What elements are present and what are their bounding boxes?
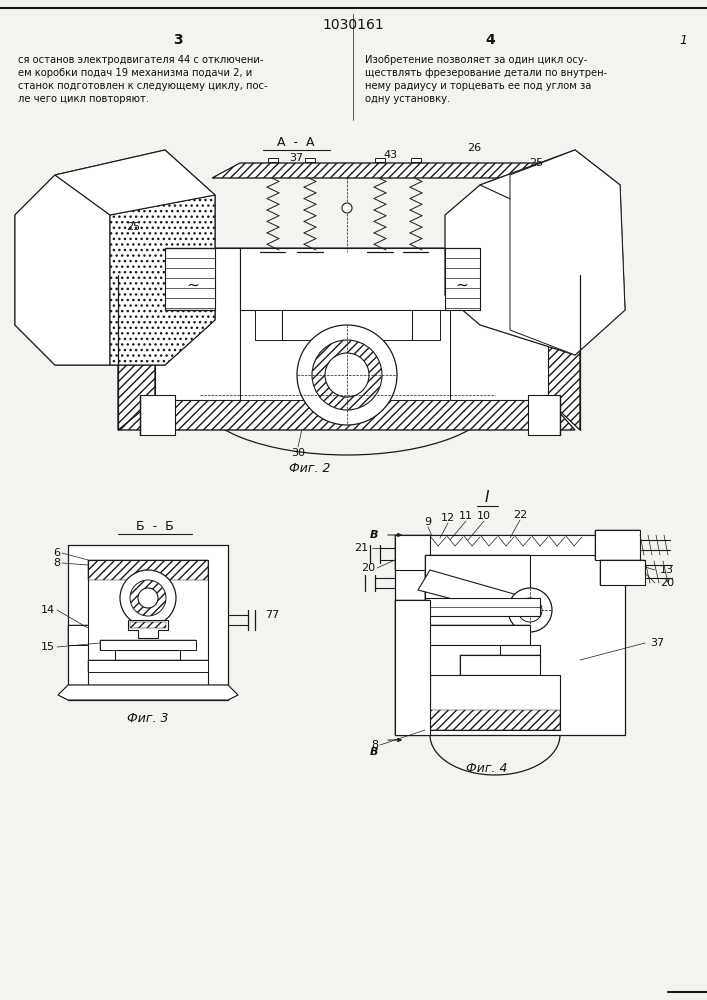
- Text: 37: 37: [650, 638, 664, 648]
- Polygon shape: [240, 248, 450, 400]
- Text: ~: ~: [187, 277, 199, 292]
- Polygon shape: [425, 598, 540, 616]
- Text: 15: 15: [41, 642, 55, 652]
- Text: ле чего цикл повторяют.: ле чего цикл повторяют.: [18, 94, 149, 104]
- Polygon shape: [445, 150, 625, 355]
- Polygon shape: [395, 600, 430, 735]
- Polygon shape: [115, 650, 180, 660]
- Polygon shape: [212, 163, 575, 178]
- Polygon shape: [165, 248, 215, 310]
- Polygon shape: [118, 248, 580, 275]
- Text: 10: 10: [477, 511, 491, 521]
- Text: 1: 1: [679, 33, 687, 46]
- Polygon shape: [268, 158, 278, 162]
- Polygon shape: [68, 625, 88, 645]
- Polygon shape: [255, 310, 440, 340]
- Polygon shape: [395, 535, 425, 735]
- Polygon shape: [425, 625, 530, 645]
- Text: 21: 21: [354, 543, 368, 553]
- Polygon shape: [418, 570, 535, 618]
- Polygon shape: [88, 660, 208, 672]
- Text: Фиг. 2: Фиг. 2: [289, 462, 331, 475]
- Text: ~: ~: [455, 277, 468, 292]
- Text: В: В: [370, 530, 378, 540]
- Text: I: I: [485, 490, 489, 506]
- Polygon shape: [500, 645, 540, 665]
- Text: одну установку.: одну установку.: [365, 94, 450, 104]
- Polygon shape: [68, 545, 228, 700]
- Polygon shape: [375, 158, 385, 162]
- Text: Б  -  Б: Б - Б: [136, 520, 174, 534]
- Circle shape: [325, 353, 369, 397]
- Polygon shape: [450, 248, 548, 400]
- Text: нему радиусу и торцевать ее под углом за: нему радиусу и торцевать ее под углом за: [365, 81, 591, 91]
- Polygon shape: [155, 248, 240, 400]
- Circle shape: [342, 203, 352, 213]
- Polygon shape: [240, 248, 450, 310]
- Text: 25: 25: [529, 158, 543, 168]
- Text: 4: 4: [485, 33, 495, 47]
- Text: ществлять фрезерование детали по внутрен-: ществлять фрезерование детали по внутрен…: [365, 68, 607, 78]
- Text: 20: 20: [361, 563, 375, 573]
- Polygon shape: [425, 535, 625, 735]
- Polygon shape: [15, 175, 110, 365]
- Polygon shape: [548, 248, 580, 430]
- Polygon shape: [88, 560, 208, 688]
- Text: 13: 13: [660, 565, 674, 575]
- Circle shape: [508, 588, 552, 632]
- Text: 9: 9: [424, 517, 431, 527]
- Circle shape: [518, 598, 542, 622]
- Text: станок подготовлен к следующему циклу, пос-: станок подготовлен к следующему циклу, п…: [18, 81, 268, 91]
- Text: ем коробки подач 19 механизма подачи 2, и: ем коробки подач 19 механизма подачи 2, …: [18, 68, 252, 78]
- Polygon shape: [140, 395, 175, 435]
- Polygon shape: [425, 535, 600, 555]
- Polygon shape: [128, 620, 168, 638]
- Text: 6: 6: [53, 548, 60, 558]
- Polygon shape: [118, 248, 155, 430]
- Text: В: В: [370, 747, 378, 757]
- Text: ся останов электродвигателя 44 с отключени-: ся останов электродвигателя 44 с отключе…: [18, 55, 264, 65]
- Polygon shape: [430, 675, 560, 730]
- Text: 3: 3: [173, 33, 183, 47]
- Polygon shape: [55, 150, 215, 215]
- Circle shape: [138, 588, 158, 608]
- Text: Изобретение позволяет за один цикл осу-: Изобретение позволяет за один цикл осу-: [365, 55, 588, 65]
- Text: 22: 22: [513, 510, 527, 520]
- Text: 37: 37: [289, 153, 303, 163]
- Polygon shape: [480, 150, 620, 208]
- Text: А  -  А: А - А: [277, 136, 315, 149]
- Text: 8: 8: [53, 558, 60, 568]
- Polygon shape: [411, 158, 421, 162]
- Text: 26: 26: [467, 143, 481, 153]
- Polygon shape: [445, 248, 480, 310]
- Text: 8: 8: [371, 740, 378, 750]
- Polygon shape: [110, 195, 215, 365]
- Text: 12: 12: [441, 513, 455, 523]
- Text: 14: 14: [41, 605, 55, 615]
- Text: 77: 77: [265, 610, 279, 620]
- Polygon shape: [15, 150, 215, 365]
- Text: 43: 43: [383, 150, 397, 160]
- Text: Фиг. 4: Фиг. 4: [466, 762, 508, 774]
- Text: 20: 20: [660, 578, 674, 588]
- Polygon shape: [100, 640, 196, 650]
- Circle shape: [120, 570, 176, 626]
- Text: 30: 30: [291, 448, 305, 458]
- Text: Фиг. 3: Фиг. 3: [127, 712, 169, 724]
- Polygon shape: [528, 395, 560, 435]
- Polygon shape: [600, 560, 645, 585]
- Polygon shape: [425, 555, 530, 600]
- Polygon shape: [460, 655, 540, 675]
- Polygon shape: [58, 685, 238, 700]
- Text: 25: 25: [126, 222, 140, 232]
- Polygon shape: [305, 158, 315, 162]
- Polygon shape: [118, 400, 575, 430]
- Polygon shape: [595, 530, 640, 560]
- Polygon shape: [395, 535, 430, 570]
- Polygon shape: [510, 150, 625, 355]
- Circle shape: [297, 325, 397, 425]
- Text: 11: 11: [459, 511, 473, 521]
- Text: 1030161: 1030161: [322, 18, 384, 32]
